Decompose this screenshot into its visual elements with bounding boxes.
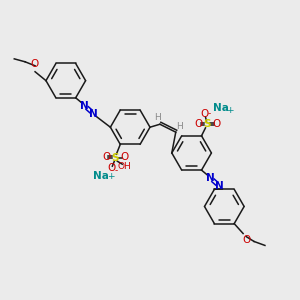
- Text: N: N: [80, 101, 89, 111]
- Text: H: H: [154, 113, 161, 122]
- Text: OH: OH: [117, 162, 131, 171]
- Text: O: O: [194, 119, 203, 129]
- Text: Na: Na: [213, 103, 229, 113]
- Text: +: +: [226, 106, 234, 115]
- Text: O: O: [107, 163, 116, 173]
- Text: N: N: [89, 109, 98, 119]
- Text: O: O: [120, 152, 128, 162]
- Text: S: S: [204, 119, 211, 129]
- Text: S: S: [112, 153, 119, 163]
- Text: -: -: [208, 110, 211, 118]
- Text: O: O: [200, 109, 208, 119]
- Text: N: N: [206, 173, 215, 183]
- Text: O: O: [30, 59, 38, 69]
- Text: Na: Na: [92, 171, 108, 181]
- Text: +: +: [106, 172, 114, 181]
- Text: N: N: [215, 181, 224, 191]
- Text: O: O: [102, 152, 110, 162]
- Text: H: H: [176, 122, 183, 131]
- Text: O: O: [212, 119, 220, 129]
- Text: O: O: [242, 235, 250, 244]
- Text: -: -: [115, 166, 118, 175]
